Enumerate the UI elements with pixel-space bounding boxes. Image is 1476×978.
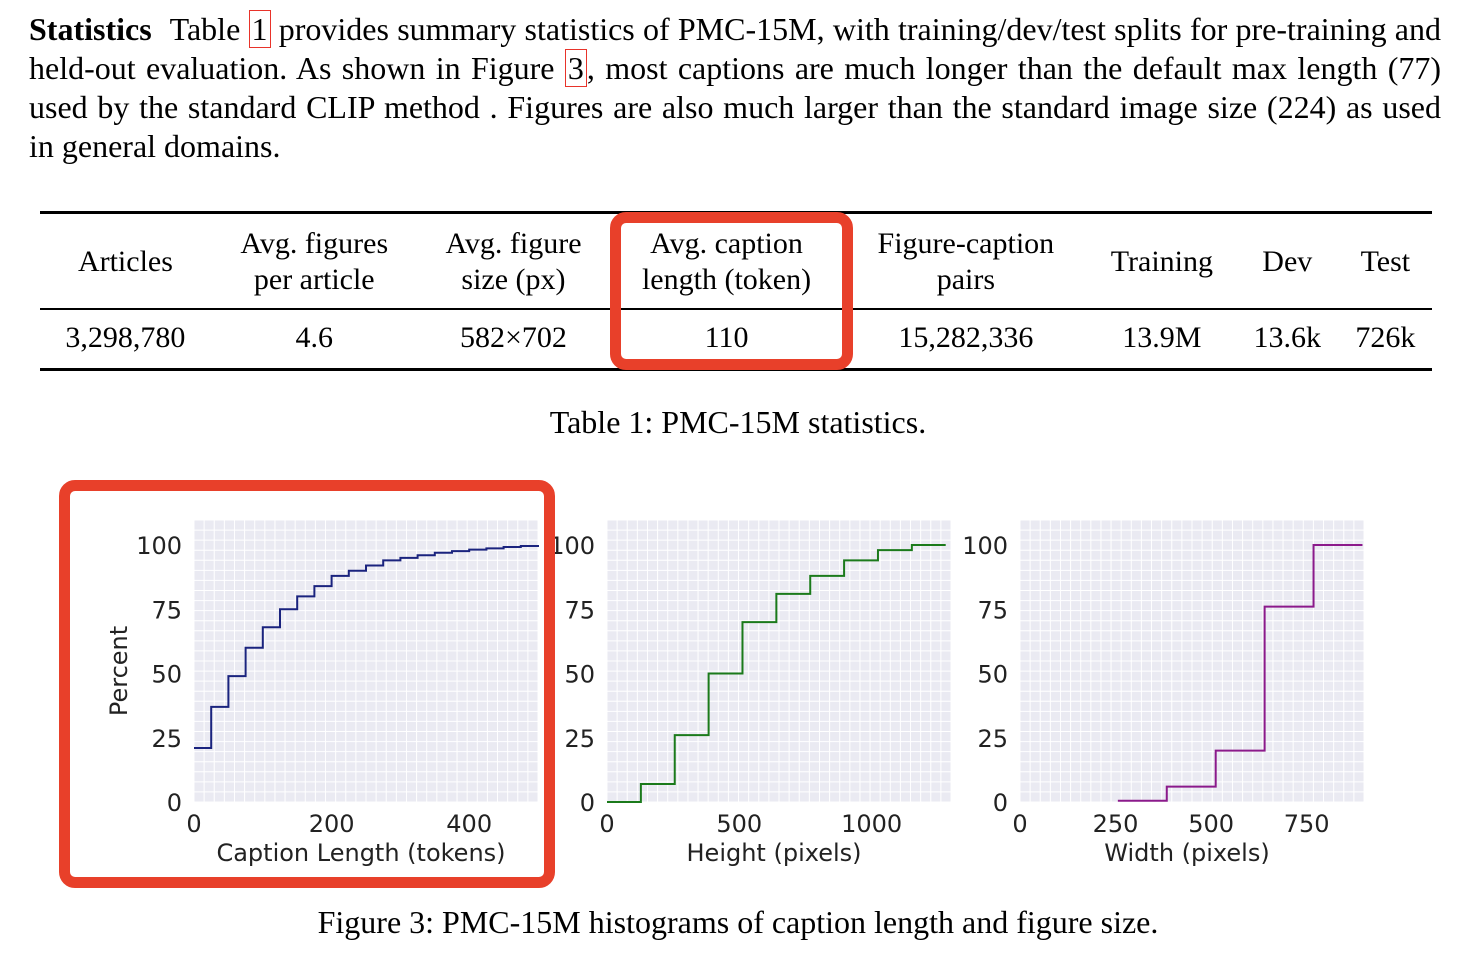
y-axis-label: Percent	[105, 626, 133, 716]
y-tick-label: 0	[580, 789, 595, 817]
table-cell: 110	[704, 321, 749, 354]
table-reference-link[interactable]: 1	[248, 10, 271, 48]
y-tick-label: 0	[993, 789, 1008, 817]
table-header-cell: Articles	[40, 213, 211, 310]
y-tick-label: 100	[962, 532, 1008, 560]
table-header-cell: Avg. caption length (token)	[609, 213, 843, 310]
header-text: Avg. caption	[650, 227, 803, 260]
cumulative-step-line	[607, 544, 946, 803]
y-tick-label: 25	[564, 725, 595, 753]
x-tick-label: 1000	[841, 810, 902, 838]
x-axis-label: Height (pixels)	[687, 839, 862, 867]
x-tick-label: 500	[716, 810, 762, 838]
table-header-cell: Training	[1088, 213, 1236, 310]
x-tick-label: 0	[599, 810, 614, 838]
table-cell: 13.6k	[1253, 321, 1322, 354]
x-tick-label: 250	[1093, 810, 1139, 838]
x-axis-label: Width (pixels)	[1104, 839, 1269, 867]
table-header-cell: Avg. figures per article	[211, 213, 418, 310]
figure-caption: Figure 3: PMC-15M histograms of caption …	[317, 904, 1159, 940]
cumulative-step-line	[1117, 544, 1363, 802]
header-text: Figure-caption	[877, 227, 1055, 260]
table-header-cell: Dev	[1236, 213, 1339, 310]
header-text: pairs	[936, 263, 996, 296]
header-text: Test	[1360, 245, 1411, 278]
header-text: length (token)	[641, 263, 812, 296]
x-tick-label: 750	[1284, 810, 1330, 838]
paragraph-heading: Statistics	[29, 11, 152, 47]
y-tick-label: 50	[564, 661, 595, 689]
x-tick-label: 500	[1188, 810, 1234, 838]
table-cell: 15,282,336	[898, 321, 1034, 354]
table-header-row: Articles Avg. figures per article Avg. figu…	[40, 212, 1432, 310]
y-tick-label: 100	[136, 532, 182, 560]
table-header-cell: Test	[1339, 213, 1432, 310]
statistics-paragraph: Statistics Table 1 provides summary stati…	[29, 10, 1441, 166]
header-text: per article	[253, 263, 375, 296]
y-tick-label: 0	[167, 789, 182, 817]
x-axis-label: Caption Length (tokens)	[216, 839, 505, 867]
y-tick-label: 75	[977, 596, 1008, 624]
header-text: size (px)	[461, 263, 566, 296]
header-text: Dev	[1262, 245, 1313, 278]
x-tick-label: 400	[446, 810, 492, 838]
statistics-table-container: Articles Avg. figures per article Avg. figu…	[40, 211, 1432, 371]
header-text: Avg. figure	[445, 227, 582, 260]
paragraph-text-2: provides summary statistics of PMC-15M, …	[29, 11, 1442, 86]
y-tick-label: 50	[977, 661, 1008, 689]
figure-reference-link[interactable]: 3	[564, 49, 587, 87]
table-cell: 4.6	[295, 321, 334, 354]
table-header-cell: Figure-caption pairs	[844, 213, 1088, 310]
x-tick-label: 200	[309, 810, 355, 838]
header-text: Articles	[77, 245, 173, 278]
cumulative-step-line	[194, 545, 539, 750]
table-cell: 726k	[1355, 321, 1416, 354]
y-tick-label: 100	[549, 532, 595, 560]
table-cell: 13.9M	[1122, 321, 1202, 354]
header-text: Avg. figures	[240, 227, 389, 260]
paragraph-text-3: , most captions are much longer than the…	[29, 50, 1442, 164]
y-tick-label: 25	[151, 725, 182, 753]
table-row: 3,298,780 4.6 582×702 110 15,282,336 13.9M 13.…	[40, 309, 1432, 370]
y-tick-label: 25	[977, 725, 1008, 753]
paragraph-text-1: Table	[169, 11, 249, 47]
statistics-table: Articles Avg. figures per article Avg. figu…	[40, 211, 1432, 371]
header-text: Training	[1110, 245, 1213, 278]
x-tick-label: 0	[186, 810, 201, 838]
table-caption: Table 1: PMC-15M statistics.	[549, 404, 927, 440]
y-tick-label: 75	[151, 596, 182, 624]
table-cell: 582×702	[460, 321, 567, 354]
table-header-cell: Avg. figure size (px)	[418, 213, 610, 310]
y-tick-label: 50	[151, 661, 182, 689]
y-tick-label: 75	[564, 596, 595, 624]
table-cell: 3,298,780	[65, 321, 186, 354]
x-tick-label: 0	[1012, 810, 1027, 838]
